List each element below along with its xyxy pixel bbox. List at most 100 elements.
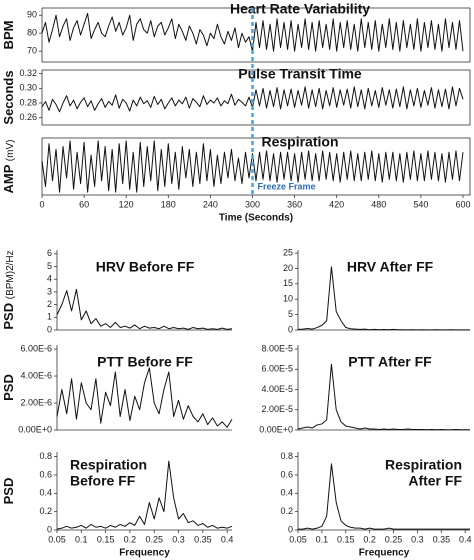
y-tick-label: 0.28: [19, 97, 37, 107]
x-tick-label: 0: [39, 199, 44, 209]
x-tick-label: 0.25: [385, 534, 403, 544]
y-tick-label: 25: [283, 247, 293, 257]
x-tick-label: 540: [413, 199, 428, 209]
y-tick-label: 0.6: [280, 469, 293, 479]
x-tick-label: 0.4: [221, 534, 234, 544]
y-axis-unit: (mV): [5, 140, 16, 162]
y-axis-unit: (BPM)2/Hz: [5, 250, 16, 299]
plot-frame: [41, 137, 471, 196]
chart-title: HRV Before FF: [96, 259, 195, 275]
chart-title: HRV After FF: [347, 259, 434, 275]
y-tick-label: 4: [47, 274, 52, 284]
y-tick-label: 6.00E-5: [261, 364, 293, 374]
freeze-frame-label: Freeze Frame: [257, 181, 315, 191]
x-tick-label: 0.3: [411, 534, 424, 544]
chart-title: PTT Before FF: [97, 354, 193, 370]
x-tick-label: 480: [371, 199, 386, 209]
y-axis-label: PSD: [1, 374, 16, 401]
y-tick-label: 20: [283, 263, 293, 273]
x-tick-label: 60: [79, 199, 89, 209]
plot-frame: [41, 7, 471, 63]
y-tick-label: 0.00E+0: [259, 424, 293, 434]
y-tick-label: 2.00E-6: [20, 397, 52, 407]
y-tick-label: 6.00E-6: [20, 343, 52, 353]
y-tick-label: 0.26: [19, 112, 37, 122]
x-tick-label: 0.3: [172, 534, 185, 544]
line-series: [56, 288, 233, 330]
y-tick-label: 0.00E+0: [18, 424, 52, 434]
y-tick-label: 4.00E-5: [261, 384, 293, 394]
x-tick-label: 0.1: [316, 534, 329, 544]
y-axis-label: AMP (mV): [1, 140, 16, 194]
plot-frame: [41, 69, 471, 126]
chart-title: Respiration: [70, 457, 147, 473]
line-series: [56, 367, 233, 428]
y-axis-label-text: PSD: [1, 478, 16, 505]
y-axis-label-text: AMP: [1, 164, 16, 193]
line-series: [41, 140, 464, 193]
x-tick-label: 360: [287, 199, 302, 209]
y-tick-label: 0.32: [19, 68, 37, 78]
chart-title: PTT After FF: [348, 354, 432, 370]
y-axis-label-text: PSD: [1, 374, 16, 401]
y-tick-label: 0.6: [39, 469, 52, 479]
x-tick-label: 420: [329, 199, 344, 209]
y-tick-label: 1: [47, 312, 52, 322]
y-axis-label: PSD (BPM)2/Hz: [1, 250, 16, 329]
x-tick-label: 0.35: [194, 534, 212, 544]
line-series: [297, 363, 470, 431]
y-tick-label: 8.00E-5: [261, 343, 293, 353]
y-axis-label: Seconds: [1, 70, 16, 124]
x-axis-label: Frequency: [359, 548, 410, 559]
y-tick-label: 0: [288, 324, 293, 334]
y-tick-label: 0.4: [280, 488, 293, 498]
chart-title: Before FF: [70, 473, 136, 489]
line-series: [298, 463, 470, 530]
chart-title: After FF: [408, 473, 462, 489]
y-tick-label: 0: [288, 524, 293, 534]
x-tick-label: 0.15: [97, 534, 115, 544]
y-tick-label: 0.8: [39, 451, 52, 461]
y-tick-label: 4.00E-6: [20, 370, 52, 380]
y-tick-label: 15: [283, 278, 293, 288]
chart-title: Respiration: [261, 134, 338, 150]
x-tick-label: 0.1: [75, 534, 88, 544]
y-tick-label: 70: [27, 46, 37, 56]
y-tick-label: 0.8: [280, 451, 293, 461]
y-tick-label: 5: [288, 309, 293, 319]
y-tick-label: 10: [283, 294, 293, 304]
y-axis-label: BPM: [1, 21, 16, 50]
x-tick-label: 0.2: [363, 534, 376, 544]
x-tick-label: 0.2: [124, 534, 137, 544]
y-tick-label: 0.4: [39, 488, 52, 498]
y-axis-label: PSD: [1, 478, 16, 505]
x-tick-label: 120: [119, 199, 134, 209]
y-axis-label-text: BPM: [1, 21, 16, 50]
y-tick-label: 0.2: [39, 506, 52, 516]
x-tick-label: 600: [455, 199, 470, 209]
x-tick-label: 240: [203, 199, 218, 209]
chart-title: Pulse Transit Time: [238, 66, 362, 82]
x-tick-label: 0.25: [145, 534, 163, 544]
y-tick-label: 80: [27, 28, 37, 38]
y-axis-label-text: PSD: [1, 303, 16, 330]
x-tick-label: 180: [161, 199, 176, 209]
line-series: [56, 460, 233, 530]
x-tick-label: 0.05: [289, 534, 307, 544]
x-tick-label: 0.05: [48, 534, 66, 544]
y-tick-label: 3: [47, 286, 52, 296]
y-tick-label: 0: [47, 524, 52, 534]
y-tick-label: 5: [47, 261, 52, 271]
y-tick-label: 2.00E-5: [261, 404, 293, 414]
y-axis-label-text: Seconds: [1, 70, 16, 124]
x-tick-label: 0.4: [459, 534, 472, 544]
x-tick-label: 0.15: [337, 534, 355, 544]
y-tick-label: 2: [47, 299, 52, 309]
line-series: [297, 266, 470, 331]
x-axis-label: Time (Seconds): [219, 213, 293, 224]
y-tick-label: 6: [47, 248, 52, 258]
y-tick-label: 0: [47, 324, 52, 334]
x-tick-label: 300: [245, 199, 260, 209]
y-tick-label: 0.30: [19, 83, 37, 93]
